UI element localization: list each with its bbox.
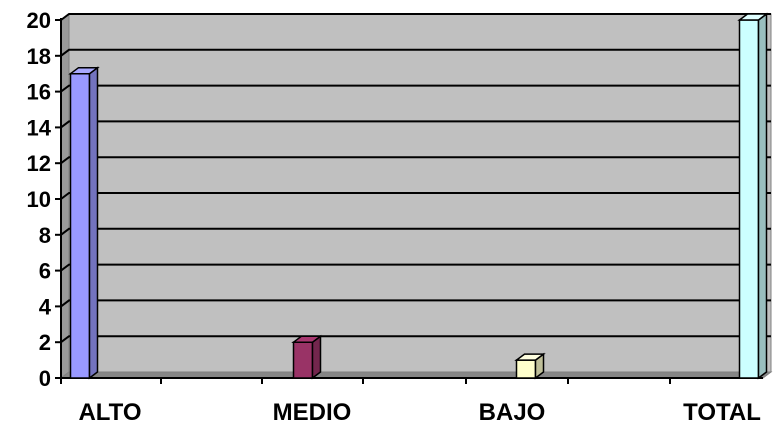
y-tick-label: 8 bbox=[39, 223, 51, 248]
y-tick-label: 20 bbox=[27, 8, 51, 33]
gridline bbox=[60, 156, 771, 164]
y-tick-label: 4 bbox=[39, 294, 52, 319]
y-tick-label: 14 bbox=[27, 115, 52, 140]
bar-side-face bbox=[311, 334, 322, 380]
gridline bbox=[60, 299, 771, 308]
gridline bbox=[60, 227, 771, 236]
gridline bbox=[60, 48, 771, 57]
bar-front-face bbox=[69, 72, 91, 379]
gridline bbox=[60, 13, 771, 21]
gridline bbox=[60, 335, 771, 344]
bars bbox=[68, 12, 769, 380]
bar-medio bbox=[291, 334, 323, 380]
x-category-label: ALTO bbox=[78, 399, 141, 426]
gridlines bbox=[60, 13, 771, 344]
x-category-label: TOTAL bbox=[683, 399, 761, 426]
bar-bajo bbox=[514, 352, 546, 380]
bar-side-face bbox=[757, 12, 768, 380]
bar-top-face bbox=[737, 13, 769, 21]
bar-alto bbox=[68, 66, 100, 380]
bar-front-face bbox=[292, 341, 314, 379]
gridline bbox=[60, 84, 771, 93]
bar-side-face bbox=[88, 66, 99, 380]
bar-front-face bbox=[738, 19, 760, 379]
gridline bbox=[60, 263, 771, 272]
x-category-label: MEDIO bbox=[273, 399, 352, 426]
x-category-label: BAJO bbox=[479, 399, 546, 426]
y-tick-label: 2 bbox=[39, 330, 51, 355]
bar-top-face bbox=[291, 335, 323, 343]
y-tick-label: 18 bbox=[27, 44, 51, 69]
bar-front-face bbox=[515, 359, 537, 379]
y-tick-label: 6 bbox=[39, 259, 51, 284]
axes bbox=[55, 18, 763, 384]
plot-area bbox=[59, 13, 773, 379]
y-tick-label: 16 bbox=[27, 80, 51, 105]
y-tick-label: 0 bbox=[39, 366, 51, 391]
bar-top-face bbox=[68, 66, 100, 75]
gridline bbox=[60, 192, 771, 200]
y-tick-label: 10 bbox=[27, 187, 51, 212]
bar-total bbox=[737, 12, 769, 380]
y-tick-label: 12 bbox=[27, 151, 51, 176]
bar-top-face bbox=[514, 353, 546, 361]
gridline bbox=[60, 120, 771, 129]
labels: 0 2 4 6 8 10 12 14 16 18 20 ALTO MEDIO BAJO TOTAL bbox=[27, 8, 761, 426]
